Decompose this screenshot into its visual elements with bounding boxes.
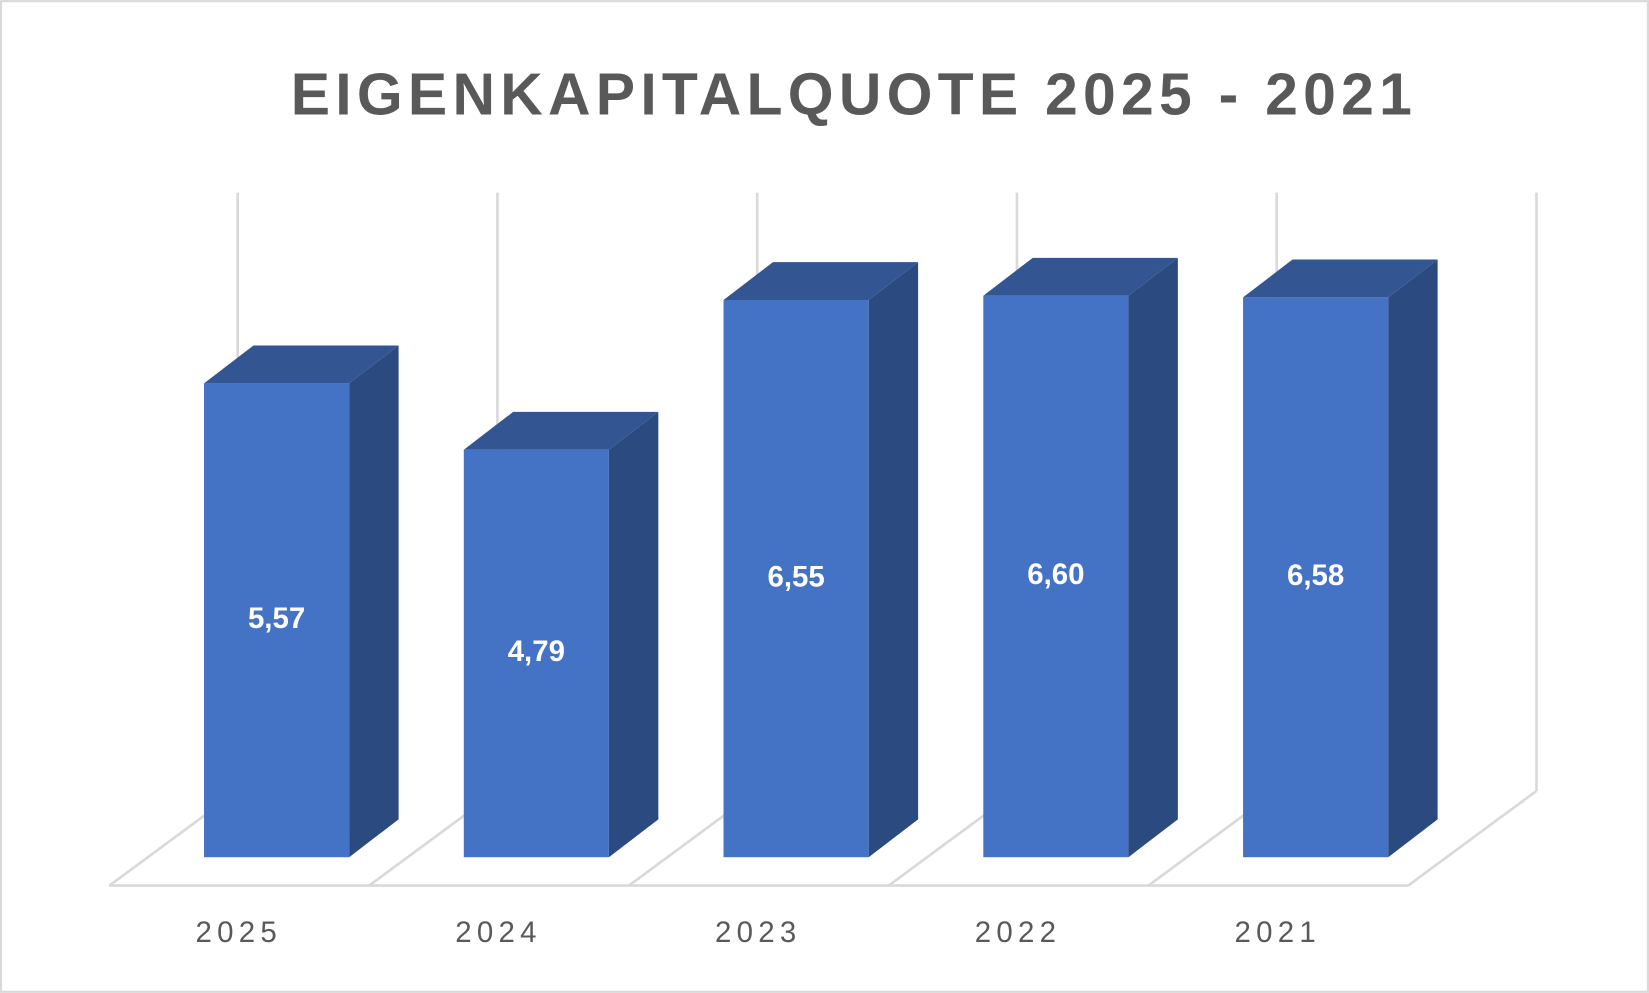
chart-title: EIGENKAPITALQUOTE 2025 - 2021 [291,63,1417,128]
x-tick-label: 2023 [715,916,802,949]
x-tick-label: 2021 [1234,916,1321,949]
bar-side [1128,257,1178,858]
bar [1243,297,1389,858]
x-tick-label: 2024 [455,916,542,949]
bar-top [204,345,399,384]
value-label: 4,79 [508,635,565,668]
bar [723,299,869,858]
bar-top [983,257,1178,296]
bar [463,449,609,858]
bar-side [608,411,659,858]
bar [983,295,1129,858]
value-label: 6,55 [767,560,824,593]
bar-side [349,345,399,858]
bar-top [1243,259,1438,298]
bar-top [463,411,659,450]
bar-side [1388,259,1438,858]
value-label: 6,58 [1287,559,1344,592]
bar-side [868,262,919,858]
x-tick-label: 2025 [195,916,282,949]
bar-top [723,262,919,300]
floor-divider [1407,789,1538,887]
value-label: 6,60 [1027,558,1084,591]
bar [204,383,350,858]
x-tick-label: 2022 [975,916,1062,949]
value-label: 5,57 [248,602,305,635]
